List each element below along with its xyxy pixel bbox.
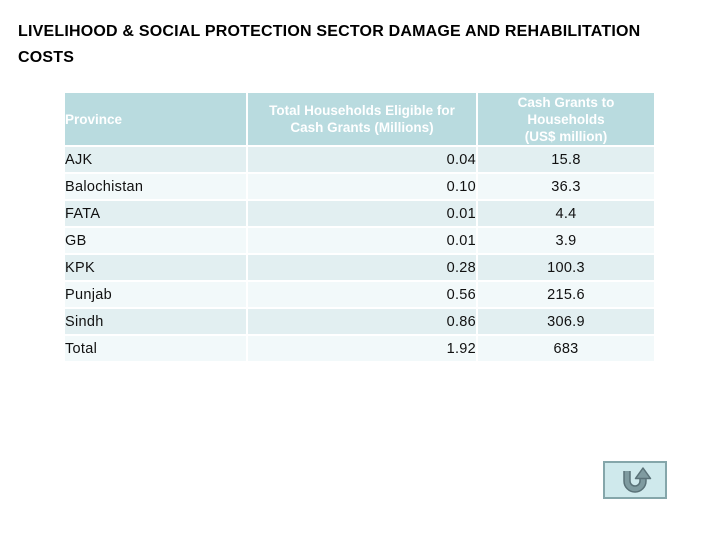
table-header: Province Total Households Eligible for C… [65,93,654,145]
header-line: Cash Grants (Millions) [290,120,434,135]
cash-grants-cell: 36.3 [478,174,654,199]
households-cell: 1.92 [248,336,476,361]
return-action-button[interactable] [603,461,667,499]
damage-costs-table: Province Total Households Eligible for C… [63,91,656,363]
table-row-kpk: KPK 0.28 100.3 [65,255,654,280]
header-line: (US$ million) [524,128,608,144]
header-line: Cash Grants to [517,94,615,110]
slide-title: LIVELIHOOD & SOCIAL PROTECTION SECTOR DA… [18,23,641,66]
cash-grants-cell: 683 [478,336,654,361]
table-row-fata: FATA 0.01 4.4 [65,201,654,226]
column-header-cash-grants: Cash Grants to Households (US$ million) [478,93,654,145]
province-cell: FATA [65,201,246,226]
households-cell: 0.56 [248,282,476,307]
table-row-balochistan: Balochistan 0.10 36.3 [65,174,654,199]
households-cell: 0.10 [248,174,476,199]
households-cell: 0.01 [248,228,476,253]
province-cell: Punjab [65,282,246,307]
province-cell: GB [65,228,246,253]
cash-grants-cell: 306.9 [478,309,654,334]
cash-grants-cell: 4.4 [478,201,654,226]
province-cell: KPK [65,255,246,280]
header-line: Total Households Eligible for [269,103,455,118]
households-cell: 0.28 [248,255,476,280]
table-row-ajk: AJK 0.04 15.8 [65,147,654,172]
header-line: Households [527,111,605,127]
header-row: Province Total Households Eligible for C… [65,93,654,145]
table-row-total: Total 1.92 683 [65,336,654,361]
households-cell: 0.01 [248,201,476,226]
table-row-punjab: Punjab 0.56 215.6 [65,282,654,307]
cash-grants-cell: 215.6 [478,282,654,307]
province-cell: Sindh [65,309,246,334]
cash-grants-cell: 3.9 [478,228,654,253]
province-cell: Total [65,336,246,361]
table-row-gb: GB 0.01 3.9 [65,228,654,253]
households-cell: 0.86 [248,309,476,334]
column-header-households: Total Households Eligible for Cash Grant… [248,93,476,145]
cash-grants-cell: 15.8 [478,147,654,172]
province-cell: AJK [65,147,246,172]
province-cell: Balochistan [65,174,246,199]
table-row-sindh: Sindh 0.86 306.9 [65,309,654,334]
column-header-province: Province [65,93,246,145]
cash-grants-cell: 100.3 [478,255,654,280]
return-arrow-icon [615,465,655,495]
households-cell: 0.04 [248,147,476,172]
table-body: AJK 0.04 15.8 Balochistan 0.10 36.3 FATA… [65,147,654,361]
